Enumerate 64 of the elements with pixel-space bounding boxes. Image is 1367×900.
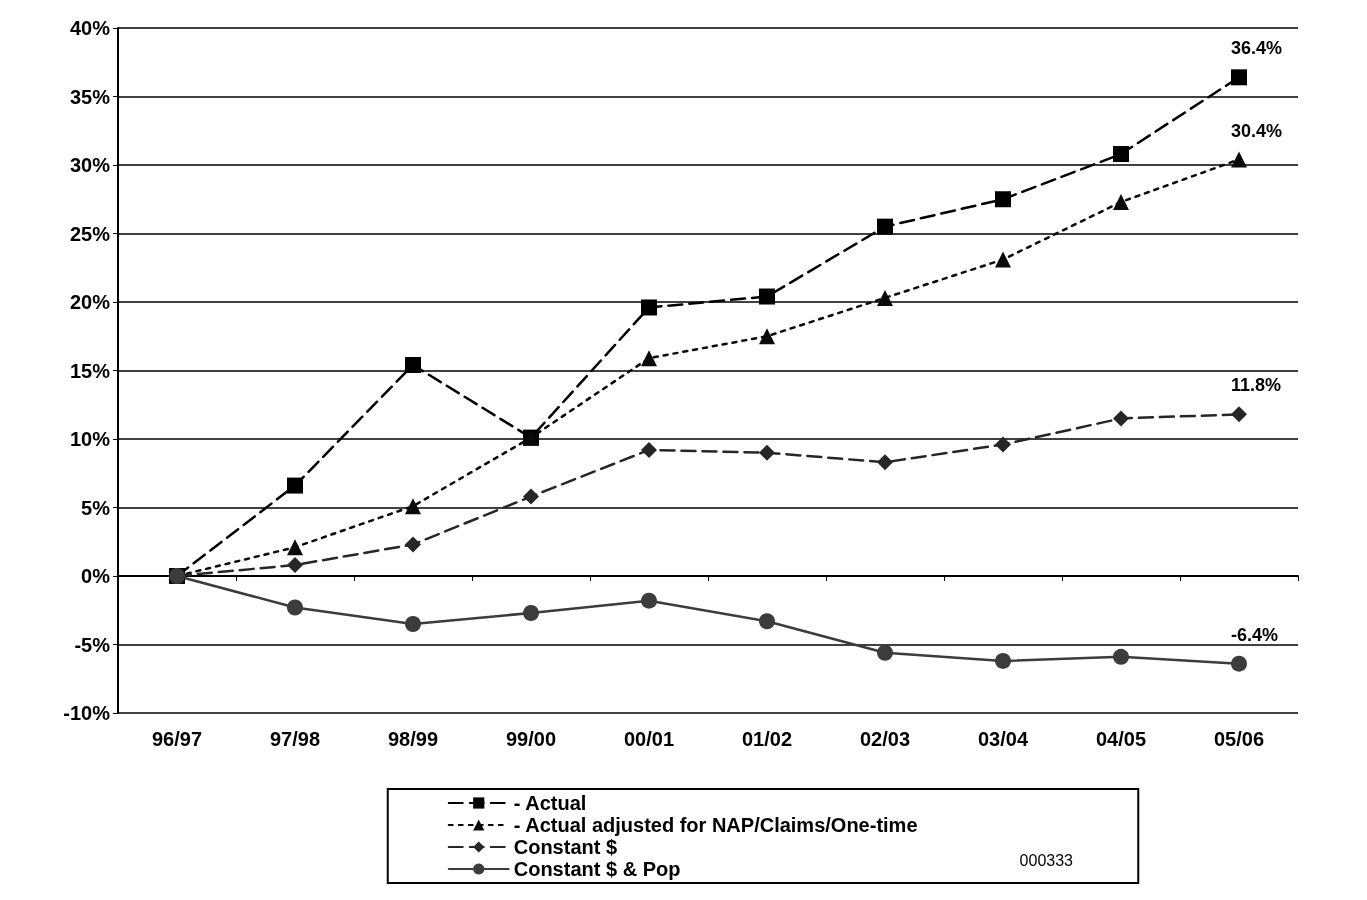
point (877, 644, 893, 661)
data-label: -6.4% (1231, 624, 1279, 645)
point (405, 536, 421, 553)
data-label: 36.4% (1231, 38, 1283, 59)
y-tick-label: 5% (81, 496, 111, 519)
x-tick-label: 05/06 (1213, 728, 1265, 750)
point (1113, 410, 1129, 427)
y-tick-label: 15% (69, 359, 111, 382)
point (641, 299, 657, 316)
point (405, 615, 421, 632)
point (759, 328, 775, 345)
y-tick-label: -5% (74, 633, 111, 656)
x-tick-label: 98/99 (387, 728, 439, 750)
y-tick-label: 40% (69, 17, 111, 39)
point (877, 289, 893, 306)
point (287, 557, 303, 574)
point (641, 350, 657, 367)
y-tick-label: -10% (63, 702, 111, 724)
point (287, 477, 303, 494)
x-tick-label: 96/97 (151, 728, 203, 750)
point (405, 498, 421, 515)
point (1231, 69, 1247, 86)
point (995, 191, 1011, 208)
y-tick-label: 20% (69, 291, 111, 313)
legend-label: Constant $ (513, 836, 618, 858)
point (995, 436, 1011, 453)
x-tick-label: 97/98 (269, 728, 321, 750)
text: 000333 (1019, 851, 1074, 869)
x-tick-label: 01/02 (741, 728, 793, 750)
x-tick-label: 02/03 (859, 728, 911, 750)
data-label: 30.4% (1231, 120, 1283, 141)
data-label: 11.8% (1231, 375, 1282, 396)
y-tick-label: 35% (69, 85, 111, 108)
x-tick-label: 03/04 (977, 728, 1029, 750)
y-tick-label: 10% (69, 428, 111, 450)
y-tick-label: 30% (69, 154, 111, 176)
legend-label: - Actual adjusted for NAP/Claims/One-time (513, 814, 918, 836)
point (1113, 146, 1129, 163)
point (877, 454, 893, 471)
point (759, 444, 775, 461)
legend-label: Constant $ & Pop (513, 858, 681, 880)
legend-label: - Actual (513, 792, 587, 814)
point (1231, 406, 1247, 423)
point (995, 251, 1011, 268)
point (287, 539, 303, 556)
point (759, 288, 775, 305)
x-tick-label: 04/05 (1095, 728, 1147, 750)
x-tick-label: 00/01 (623, 728, 675, 750)
point (523, 488, 539, 505)
point (1231, 151, 1247, 168)
point (995, 652, 1011, 669)
y-tick-label: 0% (81, 565, 111, 587)
point (1113, 193, 1129, 210)
point (641, 592, 657, 609)
point (405, 357, 421, 374)
point (523, 604, 539, 621)
point (641, 441, 657, 458)
x-tick-label: 99/00 (505, 728, 557, 750)
point (1231, 655, 1247, 672)
point (759, 613, 775, 630)
point (287, 599, 303, 616)
y-tick-label: 25% (69, 222, 111, 245)
point (1113, 648, 1129, 665)
point (877, 218, 893, 235)
